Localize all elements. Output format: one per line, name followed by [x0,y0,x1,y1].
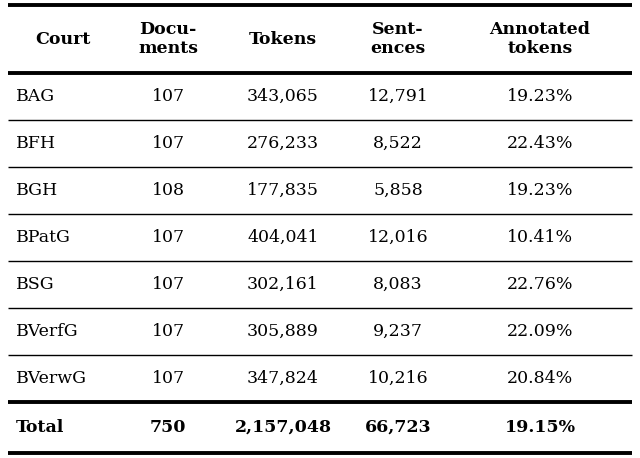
Text: 12,791: 12,791 [367,88,428,105]
Text: 22.76%: 22.76% [507,276,573,293]
Text: 2,157,048: 2,157,048 [234,419,332,436]
Text: 305,889: 305,889 [247,323,319,340]
Text: BFH: BFH [16,135,56,152]
Text: Sent-
ences: Sent- ences [371,21,426,57]
Text: BVerfG: BVerfG [16,323,79,340]
Text: 107: 107 [152,370,184,387]
Text: Total: Total [16,419,65,436]
Text: BSG: BSG [16,276,54,293]
Text: 20.84%: 20.84% [507,370,573,387]
Text: 8,522: 8,522 [373,135,423,152]
Text: 107: 107 [152,276,184,293]
Text: 10.41%: 10.41% [507,229,573,246]
Text: 302,161: 302,161 [247,276,319,293]
Text: 177,835: 177,835 [247,182,319,199]
Text: BGH: BGH [16,182,58,199]
Text: Tokens: Tokens [249,31,317,48]
Text: 343,065: 343,065 [247,88,319,105]
Text: 107: 107 [152,88,184,105]
Text: 107: 107 [152,135,184,152]
Text: 12,016: 12,016 [368,229,428,246]
Text: 107: 107 [152,229,184,246]
Text: Court: Court [35,31,91,48]
Text: 750: 750 [150,419,186,436]
Text: 347,824: 347,824 [247,370,319,387]
Text: 108: 108 [152,182,184,199]
Text: 10,216: 10,216 [368,370,428,387]
Text: Annotated
tokens: Annotated tokens [490,21,591,57]
Text: 276,233: 276,233 [247,135,319,152]
Text: 404,041: 404,041 [247,229,319,246]
Text: 107: 107 [152,323,184,340]
Text: BAG: BAG [16,88,55,105]
Text: 19.23%: 19.23% [507,88,573,105]
Text: 66,723: 66,723 [365,419,431,436]
Text: 22.09%: 22.09% [507,323,573,340]
Text: 19.15%: 19.15% [504,419,575,436]
Text: 19.23%: 19.23% [507,182,573,199]
Text: 5,858: 5,858 [373,182,423,199]
Text: 22.43%: 22.43% [507,135,573,152]
Text: BVerwG: BVerwG [16,370,87,387]
Text: BPatG: BPatG [16,229,71,246]
Text: 8,083: 8,083 [373,276,423,293]
Text: 9,237: 9,237 [373,323,423,340]
Text: Docu-
ments: Docu- ments [138,21,198,57]
